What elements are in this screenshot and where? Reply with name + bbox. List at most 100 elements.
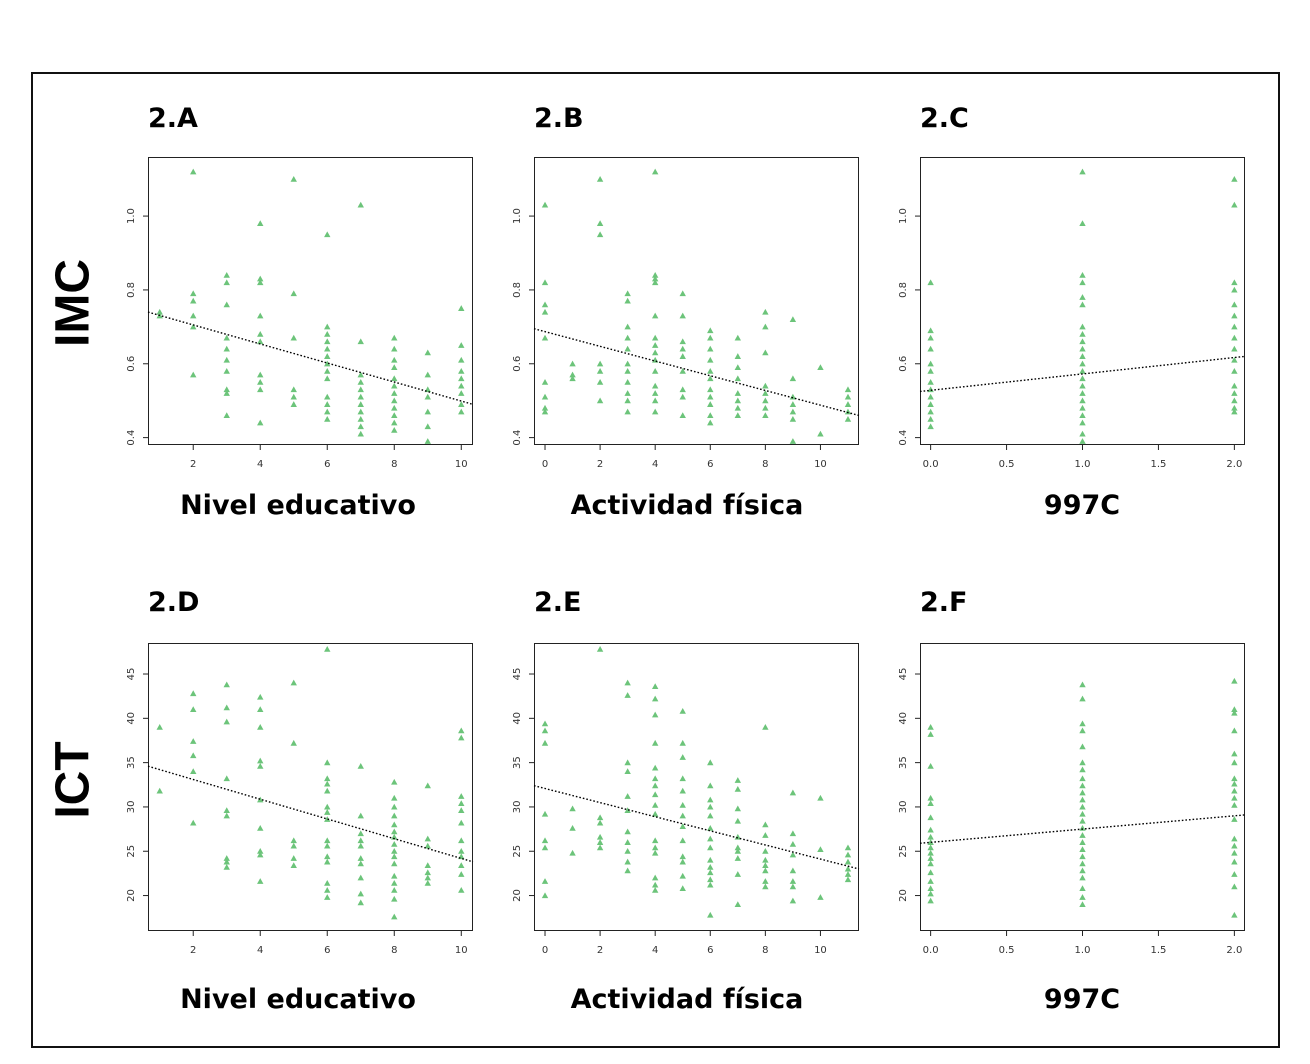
data-point <box>844 401 852 407</box>
data-point <box>596 819 604 826</box>
data-point <box>651 849 659 856</box>
x-tick-label: 2 <box>597 945 603 956</box>
data-point <box>1079 846 1086 853</box>
data-point <box>844 858 852 865</box>
data-point <box>789 375 797 382</box>
data-point <box>734 412 742 419</box>
data-point <box>391 853 398 860</box>
data-point <box>541 201 549 208</box>
data-point <box>458 862 465 868</box>
data-point <box>257 757 264 764</box>
data-point <box>223 718 230 725</box>
data-point <box>458 819 465 826</box>
data-point <box>1079 894 1086 900</box>
data-point <box>624 793 631 799</box>
data-point <box>927 800 934 806</box>
data-point <box>789 867 797 874</box>
data-point <box>927 731 934 737</box>
data-point <box>541 301 549 308</box>
data-point <box>541 308 549 315</box>
data-point <box>789 789 797 796</box>
data-point <box>257 386 264 393</box>
data-point <box>257 848 264 854</box>
data-point <box>844 871 852 877</box>
data-point <box>651 887 659 893</box>
data-point <box>679 312 686 319</box>
data-point <box>734 855 742 861</box>
data-point <box>541 844 549 851</box>
y-tick-label: 40 <box>126 712 137 725</box>
data-point <box>762 412 769 419</box>
data-point <box>1231 801 1238 808</box>
data-point <box>1231 345 1238 352</box>
data-point <box>257 371 264 378</box>
data-point <box>762 821 769 828</box>
data-point <box>1079 825 1086 831</box>
data-point <box>762 397 769 404</box>
data-point <box>391 382 398 389</box>
data-point <box>357 812 364 819</box>
data-point <box>424 423 431 430</box>
data-point <box>1079 294 1086 300</box>
data-point <box>541 892 549 899</box>
data-point <box>391 860 398 867</box>
data-point <box>1231 175 1238 182</box>
data-point <box>927 345 934 352</box>
data-point <box>707 812 714 819</box>
data-point <box>458 727 465 734</box>
data-point <box>391 895 398 902</box>
data-point <box>223 858 230 865</box>
data-point <box>257 878 264 884</box>
y-tick-label: 0.4 <box>898 430 909 446</box>
data-point <box>357 874 364 881</box>
data-point <box>1079 390 1086 396</box>
trend-line <box>147 311 474 406</box>
data-point <box>817 364 824 371</box>
data-point <box>190 752 197 759</box>
data-point <box>569 375 576 382</box>
data-point <box>569 849 576 856</box>
data-point <box>1231 780 1238 787</box>
data-point <box>1231 787 1238 794</box>
data-point <box>651 275 659 282</box>
data-point <box>1231 775 1238 782</box>
data-point <box>651 775 659 782</box>
data-point <box>424 835 431 842</box>
data-point <box>789 883 797 890</box>
figure-frame <box>31 72 1280 1048</box>
data-point <box>324 408 331 415</box>
data-point <box>762 867 769 874</box>
data-point <box>679 345 686 352</box>
x-tick-label: 8 <box>391 945 397 956</box>
data-point <box>707 375 714 382</box>
data-point <box>1079 360 1086 367</box>
trend-line <box>533 328 860 417</box>
data-point <box>1231 356 1238 363</box>
data-point <box>596 379 604 385</box>
data-point <box>762 878 769 884</box>
panel-title-2f: 2.F <box>920 587 968 618</box>
data-point <box>1231 842 1238 849</box>
scatter-plot-2d: 2 4 6 8 10 20 25 30 35 40 45 <box>126 643 474 956</box>
data-point <box>707 412 714 419</box>
data-point <box>190 706 197 713</box>
data-point <box>651 271 659 278</box>
x-label-2f: 997C <box>1043 984 1121 1015</box>
scatter-plot-2c: 0.0 0.5 1.0 1.5 2.0 0.4 0.6 0.8 1.0 <box>898 157 1246 470</box>
plot-box <box>534 157 859 445</box>
x-tick-label: 0.0 <box>923 945 939 956</box>
data-point <box>391 778 398 785</box>
data-point <box>624 848 631 854</box>
data-point <box>624 290 631 297</box>
data-point <box>679 412 686 419</box>
data-point <box>1079 867 1086 874</box>
data-point <box>458 800 465 806</box>
plot-box <box>148 643 473 931</box>
data-point <box>357 762 364 769</box>
data-point <box>707 393 714 400</box>
trend-line <box>919 814 1246 844</box>
data-point <box>223 334 230 341</box>
data-point <box>1231 911 1238 918</box>
data-point <box>541 393 549 400</box>
data-point <box>844 844 852 851</box>
